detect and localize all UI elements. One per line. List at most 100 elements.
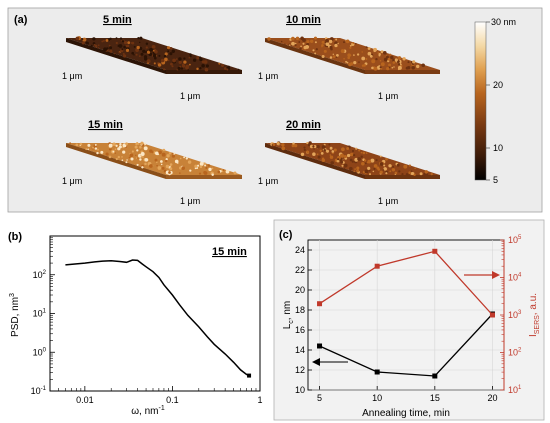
afm-grain (312, 145, 315, 148)
afm-grain (135, 157, 138, 159)
afm-grain (306, 40, 310, 44)
afm-grain (337, 42, 339, 45)
afm-grain (152, 53, 157, 58)
lc-series-line (319, 313, 493, 377)
afm-surface-edge (265, 143, 365, 179)
afm-grain (321, 54, 325, 59)
afm-grain (143, 146, 148, 151)
afm-grain (121, 159, 124, 161)
afm-grain (341, 147, 345, 152)
afm-grain (134, 145, 138, 149)
afm-grain (139, 41, 141, 44)
afm-grain (115, 37, 118, 40)
isers-data-point (374, 263, 380, 269)
afm-grain (164, 52, 168, 56)
afm-grain (402, 57, 406, 61)
afm-grain (141, 166, 144, 169)
afm-grain (153, 62, 156, 65)
afm-grain (108, 147, 112, 151)
afm-grain (151, 151, 154, 154)
panel-a: (a) 5 min 1 μm 1 μm 10 min 1 μm 1 μm 15 … (7, 7, 543, 213)
afm-grain (410, 172, 414, 176)
afm-grain (131, 150, 134, 153)
afm-grain (335, 56, 338, 58)
afm-grain (161, 152, 166, 157)
y-tick-label: 10-1 (31, 386, 47, 396)
y-left-tick-label: 16 (295, 325, 305, 335)
right-axis-arrow (464, 271, 500, 279)
afm-grain (333, 148, 337, 152)
afm-grain (341, 164, 344, 167)
left-axis-arrow (312, 358, 348, 366)
afm-grain (154, 56, 157, 60)
afm-grain (356, 166, 360, 170)
afm-grain (375, 57, 378, 61)
afm-grain (137, 157, 139, 159)
afm-grain (321, 145, 326, 149)
afm-grain (136, 45, 140, 50)
afm-grain (125, 44, 128, 48)
afm-grain (105, 38, 109, 42)
afm-grain (403, 164, 408, 169)
afm-grain (126, 159, 128, 161)
afm-grain (366, 161, 369, 164)
afm-grain (291, 41, 295, 46)
afm-grain (211, 173, 214, 176)
afm-grain (172, 152, 176, 155)
isers-data-point (489, 312, 495, 318)
afm-grain (393, 66, 395, 68)
afm-grain (386, 66, 390, 71)
afm-grain (312, 152, 316, 156)
afm-grain (360, 155, 363, 158)
afm-grain (109, 37, 112, 40)
afm-grain (365, 152, 368, 154)
afm-grain (204, 164, 207, 167)
afm-grain (160, 58, 165, 63)
afm-grains (267, 36, 425, 71)
lc-data-point (374, 369, 380, 375)
afm-grain (267, 37, 271, 41)
afm-grain (405, 173, 409, 176)
afm-grain (312, 49, 315, 52)
afm-grain (168, 152, 172, 155)
afm-grain (358, 149, 361, 152)
afm-grain (299, 47, 302, 51)
afm-grain (100, 150, 104, 154)
afm-grain (356, 53, 360, 56)
afm-grain (222, 169, 225, 172)
afm-grain (349, 46, 352, 49)
afm-grain (347, 56, 351, 60)
afm-grain (164, 57, 168, 62)
afm-grain (218, 62, 221, 65)
afm-grain (390, 55, 394, 60)
afm-grain (343, 154, 347, 159)
afm-grain (162, 148, 166, 152)
afm-grain (347, 53, 351, 57)
x-tick-label: 0.01 (76, 395, 94, 405)
afm-grain (345, 60, 348, 63)
afm-grain (272, 143, 276, 146)
afm-grain (118, 51, 120, 54)
afm-grain (149, 47, 153, 52)
afm-grain (329, 146, 333, 150)
afm-grain (387, 57, 391, 61)
afm-grain (217, 170, 221, 174)
afm-grain (292, 142, 295, 145)
afm-grain (407, 61, 410, 64)
afm-grain (92, 146, 95, 149)
afm-grain (405, 66, 409, 70)
afm-grain (421, 63, 425, 68)
afm-grain (365, 46, 368, 49)
afm-grain (172, 152, 174, 155)
afm-grain (165, 164, 170, 169)
afm-grain (353, 54, 355, 56)
afm-grain (373, 47, 377, 52)
afm-grain (284, 43, 286, 45)
afm-grain (367, 47, 371, 50)
afm-grain (329, 56, 333, 59)
afm-grain (373, 167, 376, 170)
afm-grain (156, 164, 158, 167)
afm-grain (101, 40, 104, 43)
afm-grain (375, 159, 378, 162)
afm-grain (121, 156, 123, 158)
